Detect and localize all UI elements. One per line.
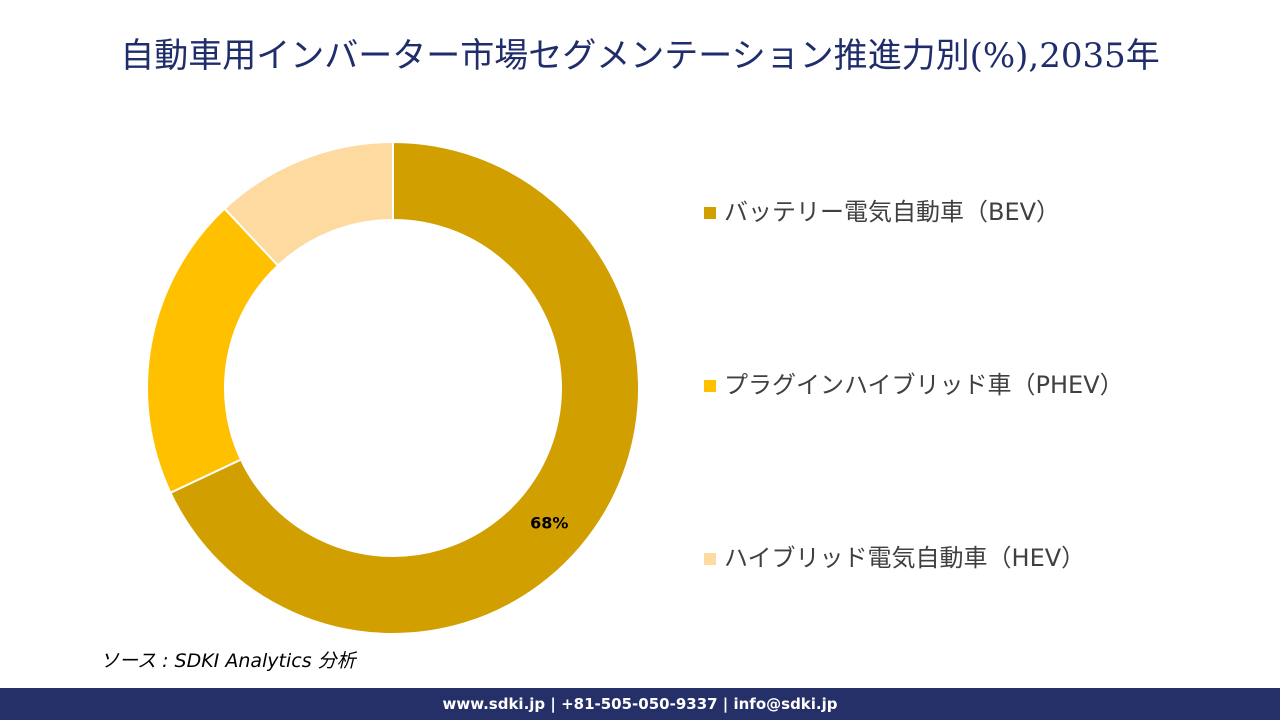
chart-title: 自動車用インバーター市場セグメンテーション推進力別(%),2035年 xyxy=(120,36,1160,76)
donut-segment xyxy=(169,140,640,635)
legend-label: ハイブリッド電気自動車（HEV） xyxy=(724,544,1085,572)
source-note: ソース : SDKI Analytics 分析 xyxy=(100,650,356,672)
donut-segment xyxy=(223,140,394,267)
value-label: 68% xyxy=(530,513,568,532)
donut-segment xyxy=(146,207,280,495)
legend-swatch xyxy=(704,553,716,565)
chart: 68% バッテリー電気自動車（BEV） プラグインハイブリッド車（PHEV） ハイブリ… xyxy=(146,140,1124,635)
legend-swatch xyxy=(704,380,716,392)
footer: www.sdki.jp | +81-505-050-9337 | info@sd… xyxy=(0,688,1280,720)
legend-label: バッテリー電気自動車（BEV） xyxy=(724,198,1060,226)
legend-label: プラグインハイブリッド車（PHEV） xyxy=(724,371,1124,399)
legend-swatch xyxy=(704,207,716,219)
